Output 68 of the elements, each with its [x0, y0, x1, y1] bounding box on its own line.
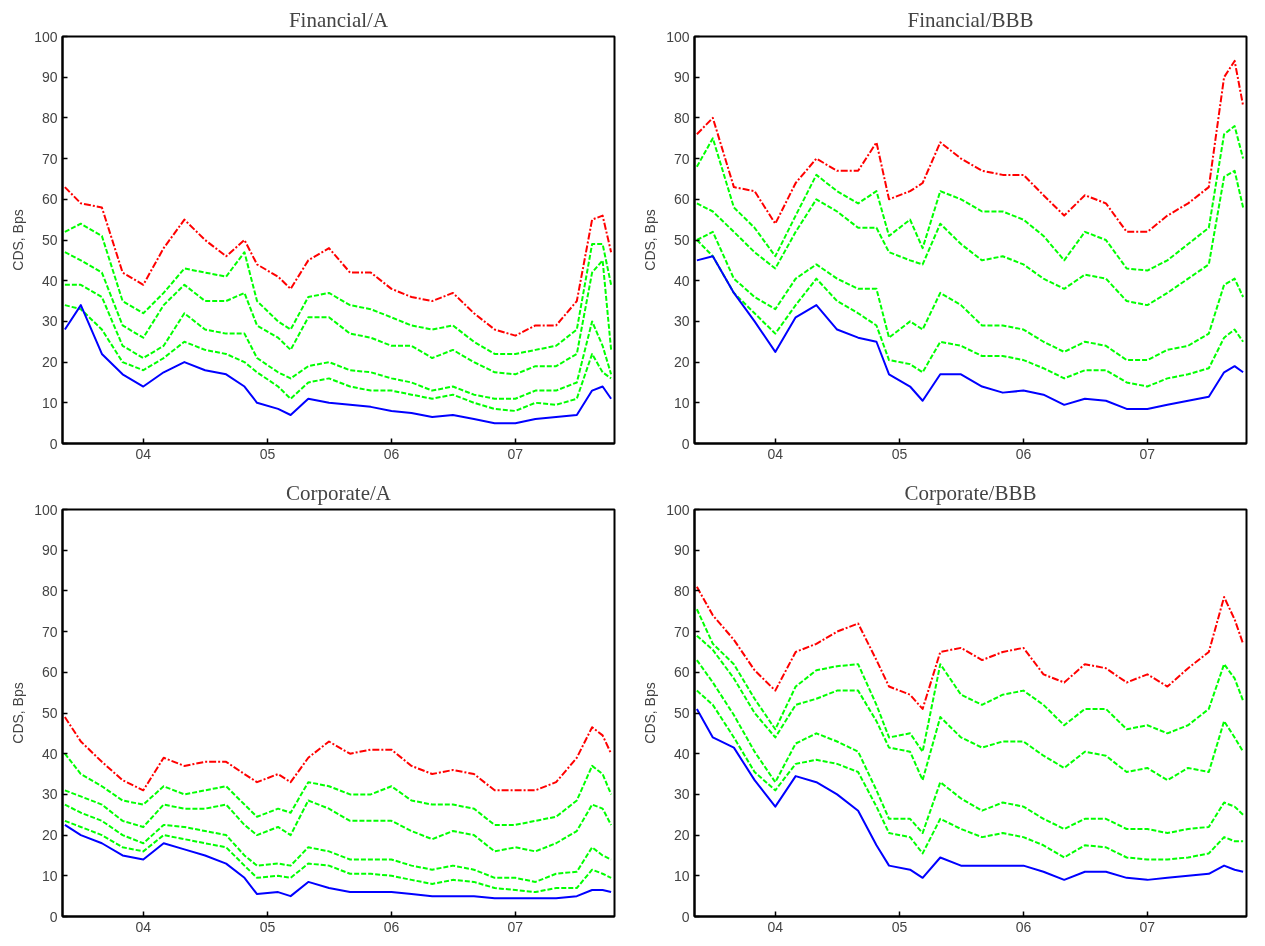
- y-tick-label: 80: [673, 109, 690, 126]
- y-tick-label: 40: [41, 272, 58, 289]
- y-tick-label: 90: [673, 69, 690, 86]
- y-tick-label: 40: [673, 272, 690, 289]
- x-tick-label: 04: [135, 445, 152, 462]
- x-tick-label: 06: [383, 445, 400, 462]
- y-tick-label: 100: [666, 501, 690, 518]
- y-tick-label: 0: [49, 908, 58, 925]
- y-tick-label: 50: [41, 705, 58, 721]
- chart-title: Financial/A: [288, 7, 389, 32]
- y-tick-label: 60: [673, 664, 690, 681]
- y-tick-label: 30: [41, 313, 58, 330]
- y-tick-label: 100: [34, 28, 58, 45]
- y-tick-label: 80: [41, 582, 58, 599]
- y-tick-label: 30: [673, 786, 690, 803]
- y-axis-title: CDS, Bps: [10, 209, 27, 271]
- y-tick-label: 10: [41, 394, 58, 411]
- y-tick-label: 80: [41, 109, 58, 126]
- y-tick-label: 60: [673, 191, 690, 208]
- y-tick-label: 30: [673, 313, 690, 330]
- chart-title: Corporate/A: [286, 480, 392, 505]
- y-tick-label: 70: [41, 150, 58, 167]
- x-tick-label: 05: [891, 918, 908, 935]
- y-tick-label: 70: [41, 623, 58, 640]
- x-tick-label: 07: [507, 445, 524, 462]
- y-tick-label: 90: [41, 69, 58, 86]
- y-tick-label: 40: [41, 745, 58, 762]
- y-tick-label: 90: [673, 542, 690, 559]
- y-tick-label: 70: [673, 623, 690, 640]
- y-tick-label: 20: [673, 354, 690, 371]
- chart-title: Financial/BBB: [907, 7, 1034, 32]
- x-tick-label: 05: [259, 445, 276, 462]
- x-tick-label: 07: [1139, 918, 1156, 935]
- y-tick-label: 0: [681, 908, 690, 925]
- y-tick-label: 100: [34, 501, 58, 518]
- y-tick-label: 60: [41, 191, 58, 208]
- y-axis-title: CDS, Bps: [642, 209, 659, 271]
- y-tick-label: 50: [673, 232, 690, 248]
- x-tick-label: 06: [1015, 445, 1032, 462]
- x-tick-label: 05: [259, 918, 276, 935]
- x-tick-label: 07: [1139, 445, 1156, 462]
- y-tick-label: 10: [673, 394, 690, 411]
- x-tick-label: 07: [507, 918, 524, 935]
- y-tick-label: 20: [41, 354, 58, 371]
- y-tick-label: 10: [673, 867, 690, 884]
- y-tick-label: 0: [49, 435, 58, 452]
- y-tick-label: 10: [41, 867, 58, 884]
- x-tick-label: 04: [135, 918, 152, 935]
- y-tick-label: 50: [41, 232, 58, 248]
- y-tick-label: 80: [673, 582, 690, 599]
- y-tick-label: 90: [41, 542, 58, 559]
- x-tick-label: 04: [767, 918, 784, 935]
- y-tick-label: 40: [673, 745, 690, 762]
- y-tick-label: 50: [673, 705, 690, 721]
- y-axis-title: CDS, Bps: [642, 682, 659, 744]
- chart-title: Corporate/BBB: [904, 480, 1037, 505]
- x-tick-label: 06: [1015, 918, 1032, 935]
- x-tick-label: 05: [891, 445, 908, 462]
- y-tick-label: 30: [41, 786, 58, 803]
- y-tick-label: 100: [666, 28, 690, 45]
- y-tick-label: 70: [673, 150, 690, 167]
- y-tick-label: 60: [41, 664, 58, 681]
- x-tick-label: 04: [767, 445, 784, 462]
- y-tick-label: 0: [681, 435, 690, 452]
- y-axis-title: CDS, Bps: [10, 682, 27, 744]
- x-tick-label: 06: [383, 918, 400, 935]
- y-tick-label: 20: [673, 827, 690, 844]
- y-tick-label: 20: [41, 827, 58, 844]
